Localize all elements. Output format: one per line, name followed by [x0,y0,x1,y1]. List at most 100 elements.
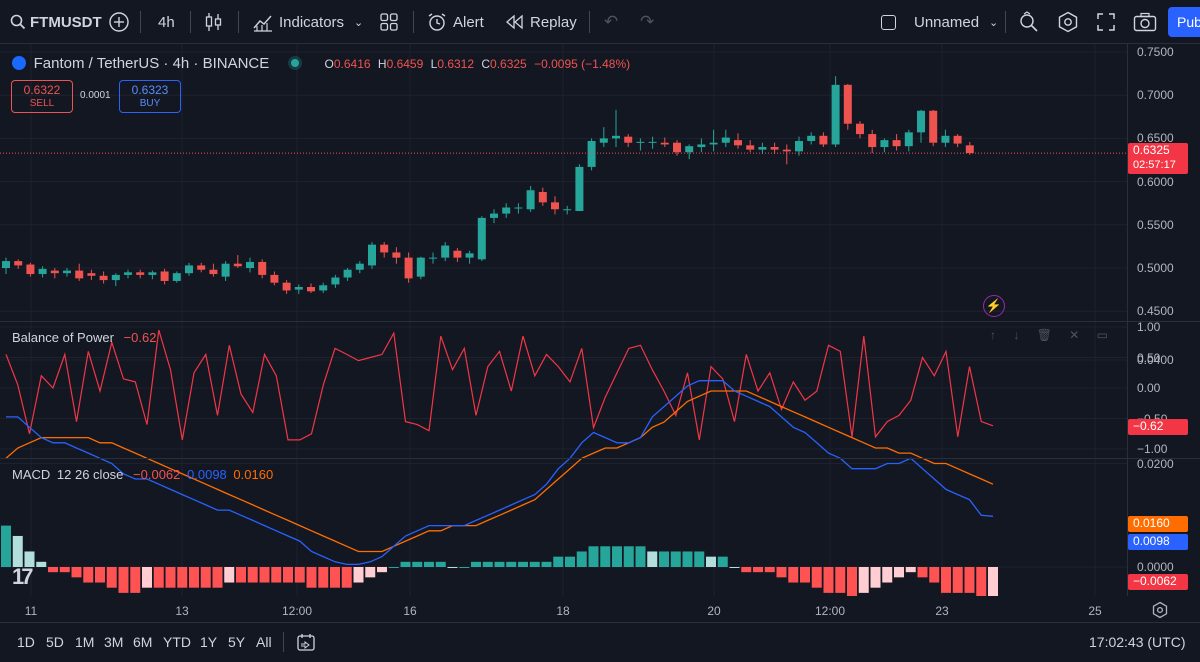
indicators-button[interactable]: Indicators [252,0,344,44]
bottom-toolbar [0,622,1200,662]
sell-button[interactable]: 0.6322 SELL [11,80,73,113]
chart-type-button[interactable] [204,0,224,44]
candle [490,209,498,224]
spread-value: 0.0001 [80,90,111,101]
pane-divider[interactable] [0,321,1200,322]
macd-histogram-bar [318,567,329,588]
ohlc-low-label: L [430,57,438,71]
snapshot-button[interactable] [1133,0,1157,44]
move-down-icon[interactable]: ↓ [1013,328,1020,342]
grid-lines [0,44,1127,596]
candle [880,138,889,153]
trash-icon[interactable]: 🗑 [1036,328,1052,342]
axis-settings-button[interactable] [1151,601,1169,624]
replay-button[interactable]: Replay [506,0,577,44]
chart-canvas[interactable] [0,44,1127,596]
grid-icon [380,13,398,31]
candle [868,129,877,154]
macd-histogram-bar [482,561,493,567]
templates-dropdown[interactable]: ⌄ [354,0,363,44]
chevron-down-icon: ⌄ [989,16,999,29]
macd-axis-label: 0.0400 [1137,353,1174,367]
candle [697,138,706,153]
time-axis-label: 13 [175,604,189,618]
buy-price: 0.6323 [131,83,169,97]
macd-histogram-bar [200,567,211,588]
candle [685,144,694,160]
layouts-button[interactable] [380,0,398,44]
macd-histogram-bar [71,567,82,578]
candle [904,129,913,152]
timeframe-all-button[interactable]: All [256,634,272,650]
macd-histogram-bar [565,556,575,567]
macd-histogram-bar [353,567,364,583]
candle [148,270,157,280]
candle [246,257,254,273]
bop-legend[interactable]: Balance of Power −0.62 [12,330,156,345]
timeframe-3m-button[interactable]: 3M [104,634,124,650]
undo-button[interactable]: ↶ [604,0,618,44]
candle [673,140,681,156]
gear-icon [1058,11,1078,33]
timeframe-1y-button[interactable]: 1Y [200,634,218,650]
fullscreen-button[interactable] [1097,0,1115,44]
ohlc-close-label: C [481,57,491,71]
bar-countdown: 02:57:17 [1133,159,1176,171]
macd-histogram-bar [917,567,928,578]
candle [856,121,864,139]
macd-histogram-bar [294,567,305,583]
search-icon [10,14,26,30]
utc-clock[interactable]: 17:02:43 (UTC) [1089,634,1186,650]
quick-search-button[interactable] [1018,0,1040,44]
alarm-clock-icon [428,13,446,31]
candle [124,269,132,279]
macd-histogram-bar [153,567,164,588]
date-range-button[interactable] [296,632,316,657]
timeframe-5d-button[interactable]: 5D [46,634,64,650]
ohlc-high-value: 0.6459 [386,57,424,71]
macd-histogram-bar [788,567,799,583]
macd-histogram-bar [776,567,787,578]
candle [746,140,755,153]
timeframe-ytd-button[interactable]: YTD [163,634,191,650]
symbol-search[interactable]: FTMUSDT [10,0,102,44]
symbol-title[interactable]: Fantom / TetherUS · 4h · BINANCE [33,55,270,72]
alert-button[interactable]: Alert [427,0,484,44]
buy-button[interactable]: 0.6323 BUY [119,80,181,113]
settings-button[interactable] [1057,0,1079,44]
candlestick-series [0,76,1127,294]
redo-button[interactable]: ↷ [640,0,654,44]
layout-menu[interactable]: Unnamed ⌄ [881,0,998,44]
candle [599,127,608,148]
collapse-icon[interactable]: ✕ [1069,328,1080,342]
bop-line [5,329,994,441]
ohlc-low-value: 0.6312 [437,57,475,71]
macd-histogram-bar [377,567,387,573]
candle [99,271,108,284]
macd-histogram-bar [118,567,129,593]
candle [636,138,645,151]
maximize-icon[interactable]: ▭ [1096,328,1109,342]
timeframe-6m-button[interactable]: 6M [133,634,153,650]
timeframe-1m-button[interactable]: 1M [75,634,95,650]
candle [331,274,340,288]
interval-button[interactable]: 4h [158,13,175,31]
time-axis-label: 12:00 [281,604,313,618]
pane-divider[interactable] [0,458,1200,459]
macd-histogram-bar [506,561,517,567]
ohlc-open-value: 0.6416 [333,57,371,71]
timeframe-1d-button[interactable]: 1D [17,634,35,650]
macd-histogram-bar [623,546,634,567]
macd-legend[interactable]: MACD 12 26 close −0.0062 0.0098 0.0160 [12,467,273,482]
macd-histogram-bar [870,567,881,588]
move-up-icon[interactable]: ↑ [990,328,996,342]
macd-histogram-bar [236,567,246,583]
timeframe-5y-button[interactable]: 5Y [228,634,246,650]
compare-button[interactable] [108,0,130,44]
lightning-icon[interactable]: ⚡ [983,295,1005,317]
macd-histogram-bar [341,567,352,588]
chart-area[interactable] [0,44,1128,596]
publish-button[interactable]: Pub [1168,7,1200,37]
time-axis-label: 16 [403,604,417,618]
candle [624,134,633,148]
